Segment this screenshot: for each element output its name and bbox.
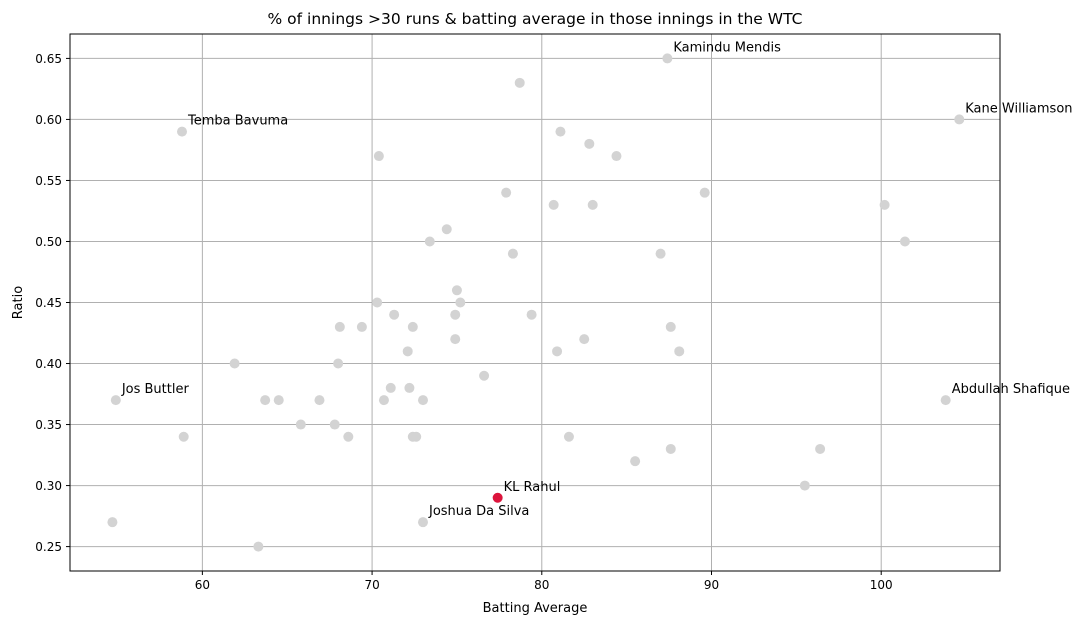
y-tick-label: 0.65 bbox=[35, 52, 62, 66]
data-point bbox=[110, 395, 121, 406]
data-point bbox=[455, 297, 466, 308]
data-point bbox=[699, 187, 710, 198]
data-point bbox=[815, 443, 826, 454]
x-tick-label: 90 bbox=[704, 578, 719, 592]
y-tick-label: 0.40 bbox=[35, 357, 62, 371]
data-point bbox=[655, 248, 666, 259]
annotation-layer: Kamindu Mendis Kane Williamson Temba Bavum… bbox=[121, 40, 1073, 519]
data-point bbox=[389, 309, 400, 320]
data-point bbox=[372, 297, 383, 308]
data-point bbox=[899, 236, 910, 247]
data-point bbox=[378, 395, 389, 406]
data-point bbox=[373, 151, 384, 162]
data-point bbox=[879, 199, 890, 210]
data-point bbox=[552, 346, 563, 357]
point-annotation: Abdullah Shafique bbox=[952, 382, 1070, 397]
data-point bbox=[343, 431, 354, 442]
chart-title: % of innings >30 runs & batting average … bbox=[268, 10, 803, 28]
data-point bbox=[611, 151, 622, 162]
point-annotation: Temba Bavuma bbox=[187, 114, 288, 129]
data-point bbox=[954, 114, 965, 125]
point-annotation: KL Rahul bbox=[504, 480, 561, 495]
data-point bbox=[177, 126, 188, 137]
data-point bbox=[407, 321, 418, 332]
data-point bbox=[507, 248, 518, 259]
data-point bbox=[665, 443, 676, 454]
data-point bbox=[665, 321, 676, 332]
data-point bbox=[229, 358, 240, 369]
data-point bbox=[940, 395, 951, 406]
y-tick-label: 0.25 bbox=[35, 540, 62, 554]
x-axis-label: Batting Average bbox=[483, 601, 588, 616]
x-tick-label: 60 bbox=[195, 578, 210, 592]
data-point bbox=[451, 285, 462, 296]
data-point bbox=[402, 346, 413, 357]
data-point bbox=[630, 456, 641, 467]
point-annotation: Jos Buttler bbox=[121, 382, 190, 397]
data-point bbox=[417, 395, 428, 406]
point-annotation: Joshua Da Silva bbox=[428, 504, 529, 519]
data-point bbox=[178, 431, 189, 442]
data-point bbox=[450, 334, 461, 345]
points-layer bbox=[107, 53, 965, 552]
data-point bbox=[674, 346, 685, 357]
data-point bbox=[107, 517, 118, 528]
y-tick-label: 0.55 bbox=[35, 174, 62, 188]
data-point bbox=[799, 480, 810, 491]
y-tick-label: 0.45 bbox=[35, 296, 62, 310]
data-point bbox=[253, 541, 264, 552]
data-point bbox=[479, 370, 490, 381]
data-point bbox=[411, 431, 422, 442]
point-annotation: Kane Williamson bbox=[965, 101, 1072, 116]
data-point bbox=[441, 224, 452, 235]
data-point bbox=[450, 309, 461, 320]
y-axis-label: Ratio bbox=[11, 286, 26, 319]
data-point bbox=[334, 321, 345, 332]
data-point bbox=[314, 395, 325, 406]
y-tick-label: 0.50 bbox=[35, 235, 62, 249]
ticks-layer: 60 70 80 90 100 0.25 0.30 0.35 0.40 0.45 0.50 0.55 0… bbox=[35, 52, 892, 592]
data-point bbox=[329, 419, 340, 430]
grid-layer bbox=[70, 34, 1000, 571]
data-point bbox=[356, 321, 367, 332]
data-point bbox=[579, 334, 590, 345]
data-point bbox=[514, 77, 525, 88]
data-point bbox=[584, 138, 595, 149]
data-point bbox=[526, 309, 537, 320]
data-point bbox=[548, 199, 559, 210]
data-point bbox=[424, 236, 435, 247]
data-point bbox=[587, 199, 598, 210]
data-point bbox=[295, 419, 306, 430]
data-point bbox=[417, 517, 428, 528]
data-point bbox=[404, 382, 415, 393]
highlighted-data-point bbox=[492, 492, 503, 503]
data-point bbox=[273, 395, 284, 406]
data-point bbox=[260, 395, 271, 406]
data-point bbox=[333, 358, 344, 369]
data-point bbox=[563, 431, 574, 442]
data-point bbox=[555, 126, 566, 137]
data-point bbox=[662, 53, 673, 64]
y-tick-label: 0.60 bbox=[35, 113, 62, 127]
y-tick-label: 0.35 bbox=[35, 418, 62, 432]
x-tick-label: 80 bbox=[534, 578, 549, 592]
x-tick-label: 100 bbox=[870, 578, 893, 592]
y-tick-label: 0.30 bbox=[35, 479, 62, 493]
data-point bbox=[501, 187, 512, 198]
point-annotation: Kamindu Mendis bbox=[673, 40, 781, 55]
data-point bbox=[385, 382, 396, 393]
x-tick-label: 70 bbox=[364, 578, 379, 592]
